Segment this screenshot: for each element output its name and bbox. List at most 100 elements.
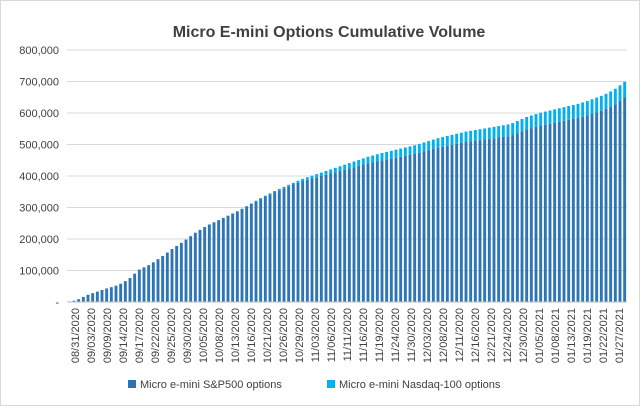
bar-nasdaq (613, 88, 617, 105)
bar-nasdaq (571, 104, 575, 119)
bar-nasdaq (441, 137, 445, 147)
bar-sp500 (399, 156, 403, 302)
bar-nasdaq (609, 91, 613, 107)
x-tick-label: 08/31/2020 (70, 308, 82, 363)
bar-sp500 (459, 142, 463, 302)
bar-nasdaq (380, 153, 384, 161)
bar-sp500 (562, 120, 566, 302)
bar-nasdaq (315, 174, 319, 178)
bar-sp500 (231, 213, 235, 302)
bar-sp500 (534, 126, 538, 302)
bar-sp500 (595, 112, 599, 303)
bar-nasdaq (427, 141, 431, 151)
bar-nasdaq (529, 115, 533, 129)
legend: Micro e-mini S&P500 options Micro e-mini… (128, 379, 501, 391)
legend-label-nasdaq: Micro e-mini Nasdaq-100 options (339, 379, 501, 391)
bar-nasdaq (469, 130, 473, 142)
bar-nasdaq (343, 164, 347, 170)
bar-sp500 (436, 147, 440, 302)
bar-sp500 (235, 211, 239, 302)
bar-sp500 (441, 146, 445, 302)
bar-sp500 (95, 291, 99, 302)
bar-sp500 (590, 113, 594, 302)
bar-sp500 (501, 136, 505, 302)
y-tick-label: 800,000 (19, 45, 59, 57)
bar-sp500 (487, 138, 491, 302)
bar-nasdaq (585, 101, 589, 116)
bar-nasdaq (287, 184, 291, 187)
bar-sp500 (497, 137, 501, 302)
chart-title: Micro E-mini Options Cumulative Volume (173, 24, 486, 41)
bar-sp500 (254, 201, 258, 302)
bar-nasdaq (567, 106, 571, 120)
bar-nasdaq (599, 95, 603, 111)
x-tick-label: 09/03/2020 (86, 308, 98, 363)
x-tick-label: 01/19/2021 (582, 308, 594, 363)
bar-sp500 (119, 283, 123, 302)
bar-sp500 (217, 220, 221, 302)
bar-sp500 (245, 206, 249, 302)
bar-sp500 (548, 123, 552, 303)
bar-sp500 (511, 135, 515, 302)
gridlines (67, 49, 627, 271)
bar-nasdaq (455, 133, 459, 144)
legend-swatch-sp500 (128, 380, 136, 388)
x-axis-tick-labels: 08/31/2020 09/03/2020 09/09/2020 09/14/2020… (70, 308, 626, 363)
bar-nasdaq (417, 143, 421, 153)
x-tick-label: 11/03/2020 (310, 308, 322, 362)
x-tick-label: 11/11/2020 (342, 308, 354, 361)
bar-nasdaq (347, 163, 351, 169)
bar-sp500 (142, 267, 146, 302)
bar-sp500 (609, 106, 613, 302)
x-tick-label: 12/08/2020 (438, 308, 450, 363)
bar-sp500 (371, 162, 375, 302)
bar-nasdaq (361, 158, 365, 165)
bar-sp500 (483, 139, 487, 302)
x-tick-label: 11/19/2020 (374, 308, 386, 362)
x-tick-label: 09/30/2020 (182, 308, 194, 363)
bar-sp500 (333, 172, 337, 302)
bar-nasdaq (604, 93, 608, 109)
bar-sp500 (338, 170, 342, 302)
x-tick-label: 11/30/2020 (406, 308, 418, 362)
bar-sp500 (515, 133, 519, 302)
bar-nasdaq (459, 132, 463, 143)
bar-nasdaq (277, 188, 281, 191)
bar-nasdaq (333, 167, 337, 173)
bar-sp500 (249, 203, 253, 302)
bar-sp500 (525, 129, 529, 302)
bar-nasdaq (259, 198, 263, 199)
x-tick-label: 09/14/2020 (118, 308, 130, 363)
bar-sp500 (380, 160, 384, 302)
x-tick-label: 11/16/2020 (358, 308, 370, 362)
bar-nasdaq (263, 195, 267, 197)
y-tick-label: 700,000 (19, 77, 59, 89)
bar-nasdaq (539, 112, 543, 126)
bar-sp500 (273, 192, 277, 302)
bar-sp500 (343, 169, 347, 302)
bar-sp500 (81, 296, 85, 302)
bar-sp500 (259, 198, 263, 302)
bar-nasdaq (473, 130, 477, 141)
bar-sp500 (91, 293, 95, 302)
bar-nasdaq (515, 121, 519, 134)
bar-sp500 (613, 104, 617, 303)
x-tick-label: 12/16/2020 (470, 308, 482, 363)
bar-sp500 (329, 173, 333, 302)
y-tick-label: 100,000 (19, 266, 59, 278)
bar-nasdaq (394, 149, 398, 158)
bar-nasdaq (492, 126, 496, 139)
bar-sp500 (296, 182, 300, 302)
x-tick-label: 09/17/2020 (134, 308, 146, 363)
x-tick-label: 01/22/2021 (598, 308, 610, 363)
x-tick-label: 01/08/2021 (550, 308, 562, 363)
bar-sp500 (408, 154, 412, 302)
bar-sp500 (170, 249, 174, 302)
bar-nasdaq (511, 123, 515, 136)
bar-sp500 (240, 208, 244, 302)
y-tick-label: 400,000 (19, 171, 59, 183)
y-tick-label: - (55, 297, 59, 309)
bar-nasdaq (371, 155, 375, 163)
bar-sp500 (193, 232, 197, 302)
bar-sp500 (347, 168, 351, 302)
